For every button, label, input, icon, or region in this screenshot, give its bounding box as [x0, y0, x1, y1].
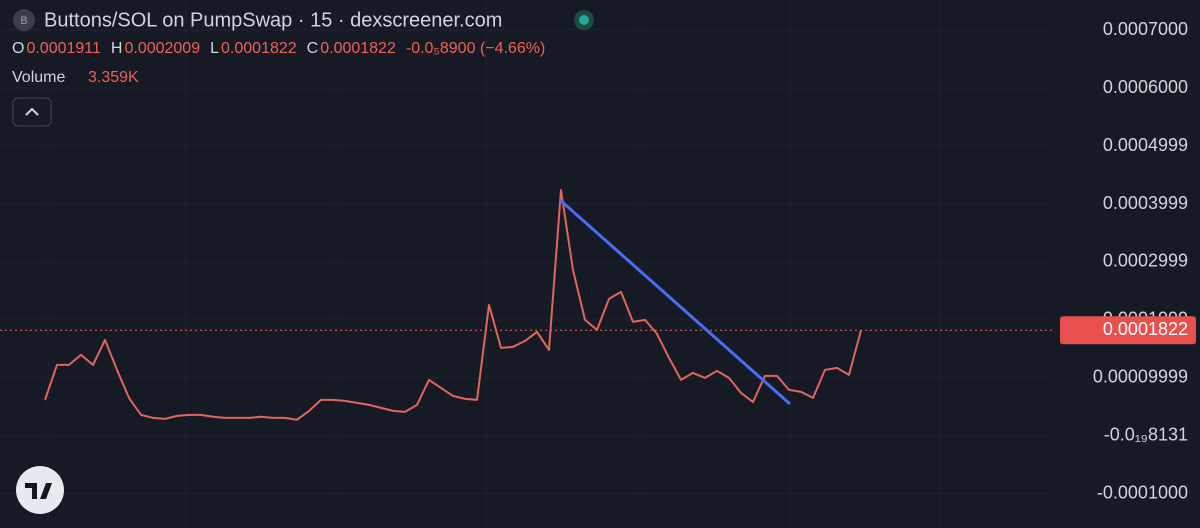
price-line [44, 189, 862, 421]
y-tick-label: 0.0002999 [1103, 251, 1188, 271]
current-price-box [1060, 316, 1196, 345]
y-tick-label: -0.0001000 [1097, 483, 1188, 503]
volume-value: 3.359K [88, 69, 139, 86]
y-tick-label: 0.0006000 [1103, 77, 1188, 97]
plot [0, 189, 1052, 421]
y-tick-label: 0.0004999 [1103, 135, 1188, 155]
ohlc-value: 0.0002009 [124, 40, 200, 57]
volume-label: Volume [12, 69, 65, 86]
collapse-icon [25, 107, 39, 116]
current-price-label: 0.0001822 [1103, 319, 1188, 339]
ohlc-value: 0.0001822 [320, 40, 396, 57]
ohlc-value: 0.0001911 [26, 40, 101, 57]
ohlc-key: C [307, 40, 319, 57]
change: -0.0₅8900 (−4.66%) [406, 40, 545, 57]
ohlc-key: H [111, 40, 123, 57]
ohlc: O 0.0001911 H 0.0002009 L 0.0001822 C 0.0001822… [12, 40, 545, 57]
y-tick-label: 0.00009999 [1093, 367, 1188, 387]
token-icon [13, 9, 35, 31]
trend-line[interactable] [559, 198, 791, 406]
grid [0, 0, 1052, 528]
ohlc-key: O [12, 40, 24, 57]
y-tick-label: 0.0007000 [1103, 19, 1188, 39]
y-tick-label: 0.0003999 [1103, 193, 1188, 213]
ohlc-key: L [210, 40, 219, 57]
y-axis: 0.0007000 0.0006000 0.0004999 0.0003999 0.00… [1060, 19, 1196, 503]
y-tick-label: -0.0₁₉8131 [1104, 425, 1188, 445]
token-icon-letter: B [20, 15, 27, 27]
ohlc-value: 0.0001822 [221, 40, 297, 57]
status-dot [579, 15, 589, 25]
tv-logo-mark [25, 483, 52, 499]
chart-title: Buttons/SOL on PumpSwap · 15 · dexscreen… [44, 9, 502, 31]
tv-logo[interactable] [16, 466, 64, 514]
collapse-button[interactable] [12, 97, 52, 127]
